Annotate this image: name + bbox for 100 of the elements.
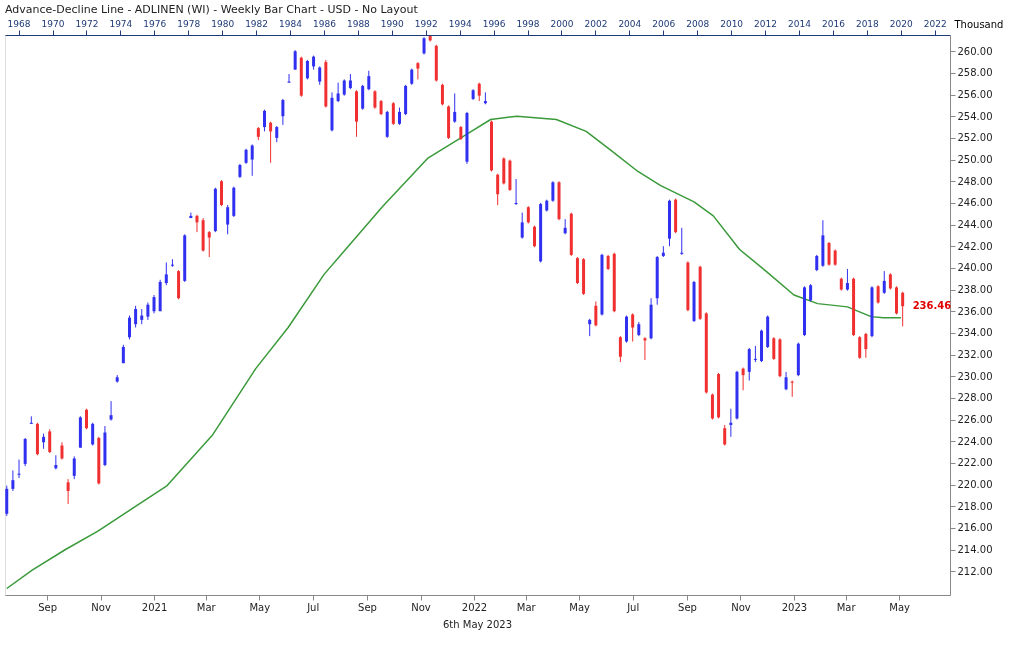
- candlestick: [416, 61, 420, 80]
- x2-tick-label: 1996: [482, 18, 506, 29]
- y-tick-label: 242.00: [957, 240, 993, 252]
- x2-tick-label: 1986: [313, 18, 337, 29]
- candlestick: [127, 315, 131, 340]
- candlestick: [729, 408, 733, 438]
- x2-tick-label: 1980: [211, 18, 235, 29]
- x2-tick-label: 1982: [245, 18, 269, 29]
- candlestick: [723, 424, 727, 447]
- candlestick: [753, 345, 757, 363]
- candlestick: [901, 291, 905, 327]
- candlestick: [287, 73, 291, 84]
- x2-tick-label: 2004: [618, 18, 642, 29]
- candlestick: [453, 92, 457, 124]
- candlestick: [361, 84, 365, 111]
- x2-tick-label: 1998: [516, 18, 540, 29]
- y-tick-label: 230.00: [957, 370, 993, 382]
- x2-tick-label: 1972: [75, 18, 99, 29]
- text: 6th May 2023: [442, 619, 513, 630]
- x2-tick-label: 1994: [448, 18, 472, 29]
- candlestick: [882, 270, 886, 295]
- x2-tick-label: 2020: [889, 18, 914, 29]
- x-tick-label: Sep: [358, 601, 377, 613]
- candlestick: [440, 83, 444, 106]
- candlestick: [551, 180, 555, 203]
- y-axis-title: Thousand: [953, 18, 1004, 30]
- x-tick-label: Mar: [196, 601, 217, 613]
- candlestick: [864, 332, 868, 359]
- candlestick: [643, 336, 647, 361]
- x2-tick-label: 2014: [788, 18, 812, 29]
- candlestick: [594, 300, 598, 327]
- y-tick-label: 254.00: [957, 110, 993, 122]
- y-tick-label: 238.00: [957, 284, 993, 296]
- candlestick: [262, 109, 266, 132]
- candlestick: [207, 230, 211, 258]
- candlestick: [790, 380, 794, 398]
- x2-tick-label: 1992: [414, 18, 438, 29]
- candlestick: [91, 422, 95, 447]
- candlestick: [134, 305, 138, 328]
- candlestick: [680, 227, 684, 256]
- candlestick: [109, 400, 113, 422]
- candlestick: [318, 65, 322, 86]
- y-tick-label: 232.00: [957, 349, 993, 361]
- y-tick-label: 224.00: [957, 435, 993, 447]
- x-tick-label: Sep: [678, 601, 697, 613]
- x-tick-label: Nov: [91, 601, 111, 613]
- candlestick: [631, 312, 635, 343]
- x2-tick-label: 2016: [821, 18, 846, 29]
- candlestick: [220, 179, 224, 207]
- y-tick-label: 216.00: [957, 522, 993, 534]
- candlestick: [72, 455, 76, 480]
- candlestick: [11, 469, 15, 492]
- y-tick-label: 248.00: [957, 175, 993, 187]
- candlestick: [532, 225, 536, 248]
- candlestick: [373, 89, 377, 110]
- candlestick: [367, 70, 371, 91]
- chart-title: Advance-Decline Line - ADLINEN (WI) - Weekly Bar Chart - USD - No Layout: [5, 3, 419, 16]
- candlestick: [514, 178, 518, 206]
- x-tick-label: Jul: [306, 601, 320, 613]
- y-tick-label: 222.00: [957, 457, 993, 469]
- x-tick-label: Sep: [38, 601, 58, 613]
- candlestick: [66, 478, 70, 505]
- x2-tick-label: 2006: [652, 18, 676, 29]
- candlestick: [858, 335, 862, 360]
- x-tick-label: 2022: [461, 601, 488, 613]
- candlestick: [305, 59, 309, 80]
- x2-tick-label: 1978: [177, 18, 201, 29]
- x2-tick-label: 1968: [7, 18, 31, 29]
- y-tick-label: 220.00: [957, 479, 993, 491]
- y-tick-label: 214.00: [957, 544, 993, 556]
- x2-tick-label: 2022: [923, 18, 947, 29]
- candlestick: [250, 143, 254, 177]
- x2-tick-label: 1974: [109, 18, 133, 29]
- y-tick-label: 252.00: [957, 132, 993, 144]
- candlestick: [845, 268, 849, 292]
- candlestick: [827, 241, 831, 267]
- y-tick-label: 226.00: [957, 414, 993, 426]
- candlestick: [496, 173, 500, 206]
- x2-tick-label: 2018: [855, 18, 880, 29]
- candlestick: [293, 49, 297, 71]
- x-tick-label: Nov: [411, 601, 431, 613]
- x-tick-label: Nov: [731, 601, 751, 613]
- x2-tick-label: 2010: [720, 18, 744, 29]
- x-tick-label: 2023: [781, 601, 808, 613]
- y-tick-label: 244.00: [957, 219, 993, 231]
- y-tick-label: 250.00: [957, 154, 993, 166]
- x2-tick-label: 1984: [279, 18, 303, 29]
- candlestick: [784, 371, 788, 391]
- y-tick-label: 228.00: [957, 392, 993, 404]
- x-tick-label: May: [569, 601, 591, 613]
- candlestick: [281, 98, 285, 126]
- candlestick: [164, 261, 168, 286]
- y-tick-label: 212.00: [957, 565, 993, 577]
- candlestick: [710, 393, 714, 421]
- annotation: 236.46: [912, 300, 952, 312]
- x2-tick-label: 1990: [380, 18, 405, 29]
- y-tick-label: 258.00: [957, 67, 993, 79]
- candlestick: [618, 335, 622, 363]
- x2-tick-label: 1988: [346, 18, 371, 29]
- candlestick: [226, 204, 230, 235]
